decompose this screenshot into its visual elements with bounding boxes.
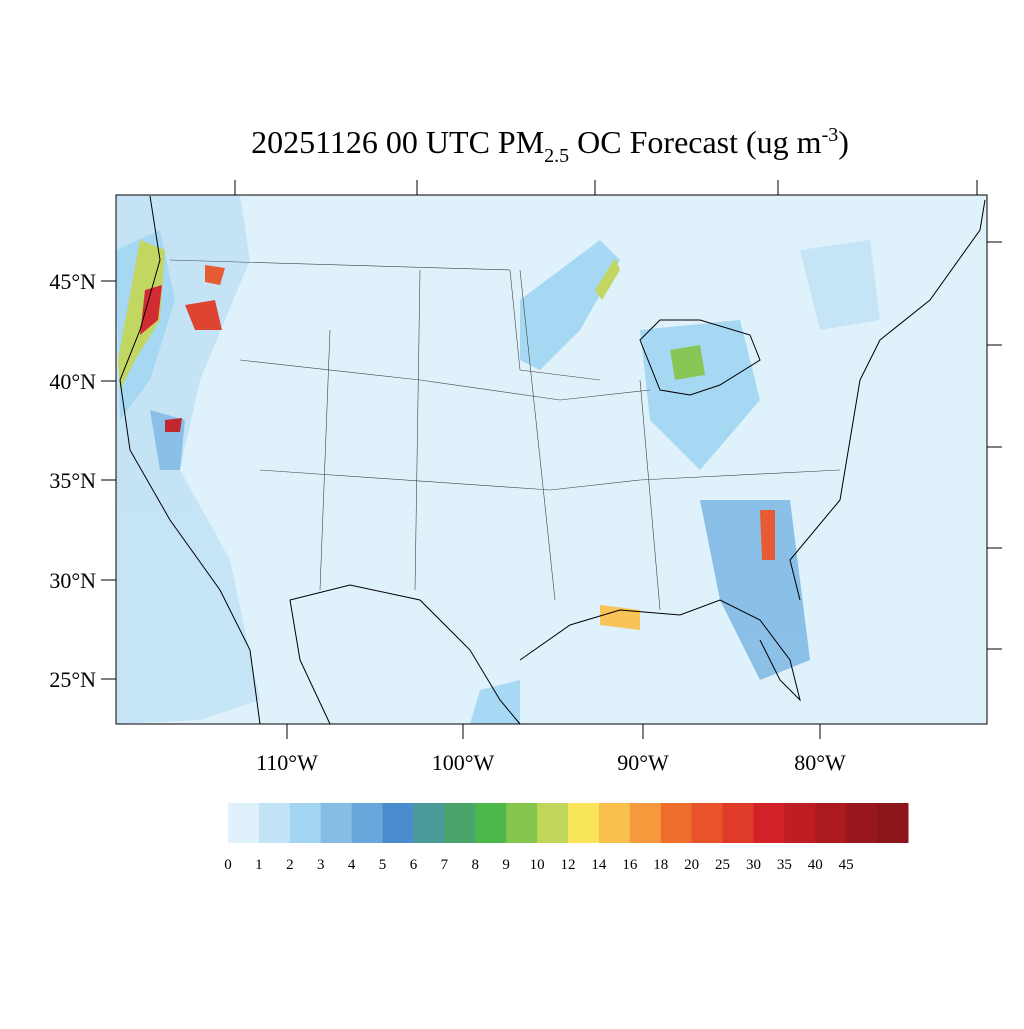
colorbar-label: 20 xyxy=(684,857,699,873)
colorbar-box xyxy=(413,803,445,843)
field xyxy=(116,195,880,724)
colorbar-label: 1 xyxy=(255,857,263,873)
colorbar-label: 7 xyxy=(441,857,449,873)
field-area xyxy=(670,345,705,380)
border xyxy=(239,359,651,401)
field-area xyxy=(640,320,760,470)
colorbar-box xyxy=(753,803,785,843)
map-frame xyxy=(115,194,988,725)
title-sub: 2.5 xyxy=(544,145,569,167)
colorbar-box xyxy=(722,803,754,843)
colorbar-box xyxy=(846,803,878,843)
title-main: 20251126 00 UTC PM xyxy=(251,124,544,160)
colorbar-label: 6 xyxy=(410,857,418,873)
colorbar-box xyxy=(289,803,322,843)
title-end: ) xyxy=(838,124,849,160)
lon-label: 80°W xyxy=(794,750,846,775)
colorbar-label: 16 xyxy=(622,857,638,873)
colorbar-label: 14 xyxy=(591,857,607,873)
frame-ticks xyxy=(101,180,1002,739)
lat-label: 35°N xyxy=(49,468,96,493)
axis-labels: 25°N 30°N 35°N 40°N 45°N 110°W 100°W 90°W 80°W xyxy=(49,269,846,775)
colorbar-box xyxy=(444,803,476,843)
lon-label: 110°W xyxy=(256,750,318,775)
colorbar-box xyxy=(784,803,816,843)
border xyxy=(519,269,556,601)
colorbar-box xyxy=(629,803,662,843)
colorbar-box xyxy=(475,803,507,843)
colorbar-label: 9 xyxy=(502,857,510,873)
colorbar-label: 8 xyxy=(472,857,480,873)
field-area xyxy=(800,240,880,330)
lat-label: 45°N xyxy=(49,269,96,294)
colorbar-label: 5 xyxy=(379,857,387,873)
lat-label: 25°N xyxy=(49,667,96,692)
colorbar-box xyxy=(506,803,538,843)
coastline xyxy=(289,584,521,725)
field-area xyxy=(520,240,620,370)
title-sup: -3 xyxy=(822,124,839,146)
lon-label: 90°W xyxy=(617,750,669,775)
colorbar: 0 1 2 3 4 5 6 7 8 9 10 12 14 16 18 20 25 30 35 40 45 xyxy=(224,803,909,873)
colorbar-label: 0 xyxy=(224,857,232,873)
field-area xyxy=(140,285,162,335)
field-area xyxy=(700,500,810,680)
colorbar-label: 30 xyxy=(746,857,761,873)
colorbar-label: 3 xyxy=(317,857,325,873)
field-area xyxy=(595,258,620,300)
colorbar-label: 35 xyxy=(777,857,792,873)
colorbar-box xyxy=(537,803,569,843)
coastline xyxy=(119,195,261,725)
coastlines xyxy=(119,195,986,725)
colorbar-label: 40 xyxy=(808,857,823,873)
border xyxy=(414,269,421,591)
colorbar-box xyxy=(598,803,631,843)
colorbar-label: 4 xyxy=(348,857,356,873)
colorbar-box xyxy=(382,803,414,843)
lat-label: 30°N xyxy=(49,568,96,593)
border xyxy=(259,469,841,491)
colorbar-box xyxy=(568,803,600,843)
lon-label: 100°W xyxy=(432,750,495,775)
colorbar-label: 10 xyxy=(530,857,545,873)
coastline xyxy=(789,199,986,601)
field-area xyxy=(165,418,182,432)
field-area xyxy=(760,510,775,560)
field-area xyxy=(470,680,520,724)
border xyxy=(639,379,661,611)
coastline xyxy=(519,599,801,702)
field-area xyxy=(118,240,165,390)
colorbar-box xyxy=(660,803,693,843)
colorbar-box xyxy=(877,803,909,843)
border xyxy=(169,259,601,381)
colorbar-label: 45 xyxy=(839,857,854,873)
map xyxy=(101,180,1002,739)
colorbar-label: 2 xyxy=(286,857,294,873)
title: 20251126 00 UTC PM2.5 OC Forecast (ug m-… xyxy=(251,124,849,167)
colorbar-box xyxy=(258,803,291,843)
colorbar-box xyxy=(228,803,260,843)
colorbar-box xyxy=(320,803,353,843)
border xyxy=(319,329,331,591)
colorbar-box xyxy=(691,803,724,843)
colorbar-label: 25 xyxy=(715,857,730,873)
title-rest: OC Forecast (ug m xyxy=(569,124,822,160)
colorbar-label: 12 xyxy=(561,857,576,873)
state-lines xyxy=(169,259,841,611)
colorbar-box xyxy=(815,803,847,843)
field-area xyxy=(185,300,222,330)
colorbar-label: 18 xyxy=(653,857,668,873)
lakes xyxy=(639,319,761,396)
field-area xyxy=(205,265,225,285)
lat-label: 40°N xyxy=(49,369,96,394)
colorbar-box xyxy=(351,803,384,843)
